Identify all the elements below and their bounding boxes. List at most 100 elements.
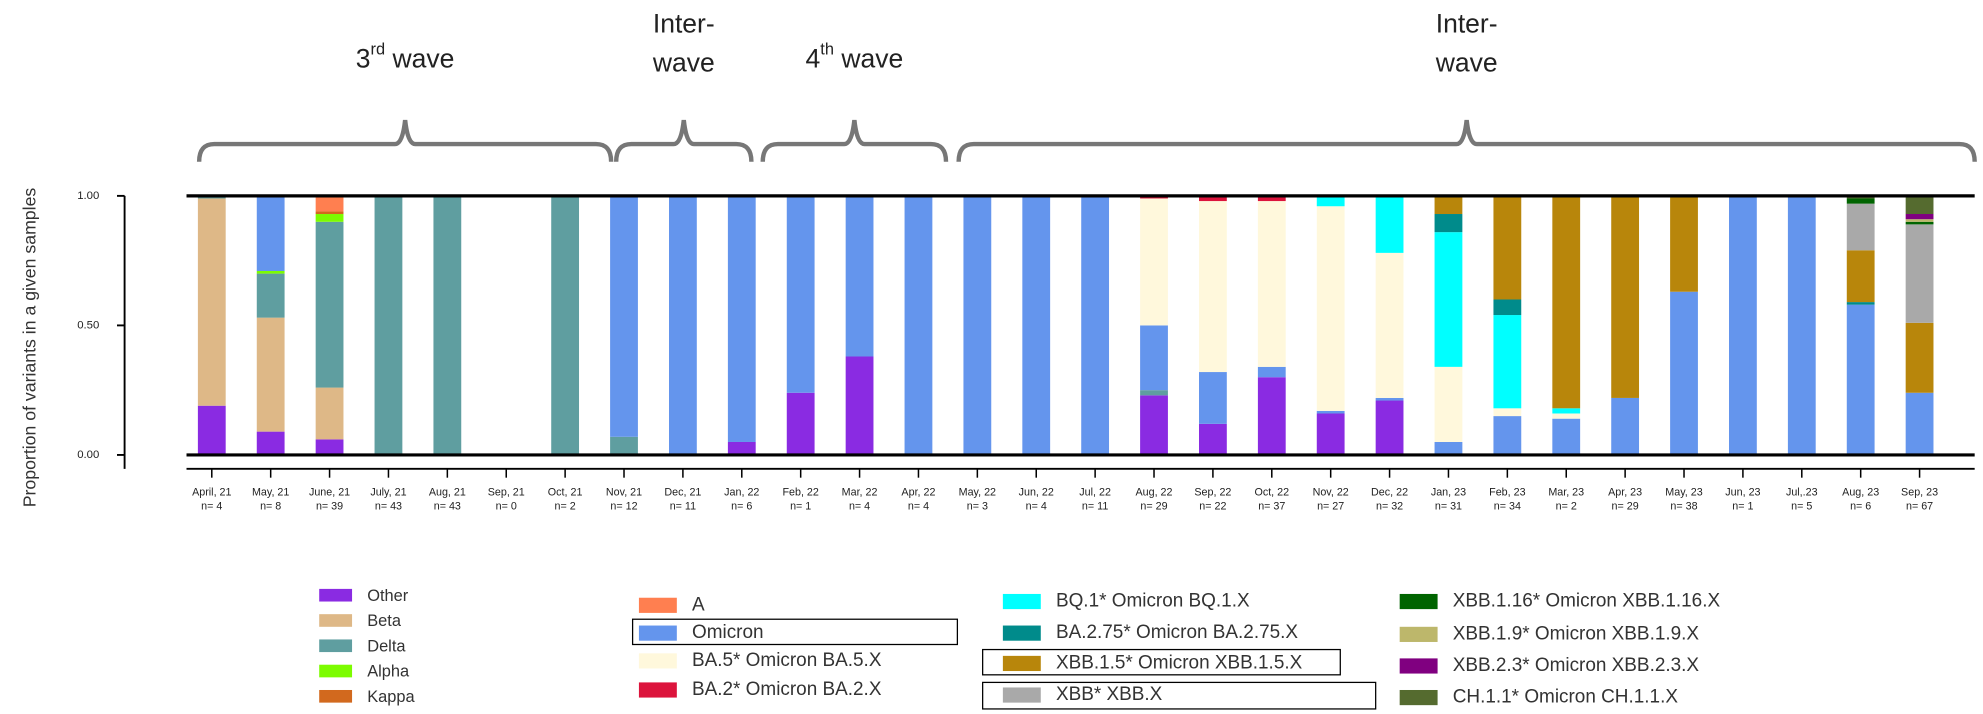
bar-segment <box>1199 195 1227 202</box>
x-tick-label: May, 22 <box>959 487 996 499</box>
y-tick-label: 0.00 <box>77 449 99 461</box>
x-tick-label: April, 21 <box>192 487 231 499</box>
bar-segment <box>1081 195 1110 455</box>
wave-label: 4th wave <box>806 41 904 74</box>
sample-size-label: n= 11 <box>670 501 696 513</box>
bar-segment <box>1257 195 1286 202</box>
sample-size-label: n= 8 <box>260 501 281 513</box>
x-tick-label: Jul,.23 <box>1786 487 1818 499</box>
bar-segment <box>668 195 697 455</box>
legend-highlight-box <box>982 681 1377 710</box>
legend-highlight-box <box>631 618 959 646</box>
legend-swatch <box>1002 625 1041 641</box>
legend-label: Beta <box>367 612 402 630</box>
legend-label: CH.1.1* Omicron CH.1.1.X <box>1453 687 1679 708</box>
bar-segment <box>256 271 285 274</box>
sample-size-label: n= 2 <box>555 501 576 513</box>
bar-segment <box>1434 214 1463 233</box>
bar-segment <box>1316 413 1345 455</box>
bar-segment <box>1670 195 1698 292</box>
bar-segment <box>963 195 992 455</box>
bar-segment <box>1552 413 1581 419</box>
wave-label-base: 3 <box>356 44 371 74</box>
x-tick-label: Mar, 23 <box>1548 487 1584 499</box>
sample-size-label: n= 37 <box>1258 501 1285 513</box>
legend-swatch <box>319 639 353 653</box>
x-tick-label: May, 23 <box>1665 487 1702 499</box>
bar-segment <box>197 405 226 455</box>
x-tick-label: Feb, 23 <box>1489 487 1525 499</box>
bar-segment <box>374 195 403 455</box>
bar-segment <box>1905 221 1934 225</box>
bar-segment <box>1316 410 1345 414</box>
bar-segment <box>1375 252 1404 398</box>
sample-size-label: n= 4 <box>1026 501 1047 513</box>
bar-segment <box>1316 195 1345 207</box>
x-tick-label: Aug, 23 <box>1842 487 1879 499</box>
bar-segment <box>1905 219 1934 222</box>
bar-segment <box>1199 201 1227 373</box>
legend-label: XBB.1.16* Omicron XBB.1.16.X <box>1453 591 1721 612</box>
x-tick-label: Jun, 22 <box>1019 487 1054 499</box>
bar-segment <box>1316 206 1345 411</box>
x-tick-label: Apr, 23 <box>1608 487 1642 499</box>
bar-segment <box>1434 232 1463 367</box>
x-tick-label: July, 21 <box>370 487 406 499</box>
x-tick-label: Sep, 22 <box>1194 487 1231 499</box>
bar-segment <box>1140 390 1168 396</box>
bar-segment <box>1493 299 1522 316</box>
x-tick-label: Aug, 21 <box>429 487 466 499</box>
legend-label: BA.5* Omicron BA.5.X <box>692 650 882 671</box>
legend-swatch <box>1399 689 1438 706</box>
wave-label: Inter- <box>653 8 715 38</box>
sample-size-label: n= 29 <box>1140 501 1167 513</box>
bar-segment <box>315 439 344 455</box>
bar-segment <box>727 441 756 455</box>
bar-segment <box>315 211 344 215</box>
bar-segment <box>1493 408 1522 417</box>
x-tick-label: Jan, 23 <box>1431 487 1466 499</box>
bar-segment <box>315 387 344 440</box>
legend-swatch <box>1002 593 1041 610</box>
wave-label-base: 4 <box>806 44 821 74</box>
bar-segment <box>1257 377 1286 455</box>
bar-segment <box>1375 397 1404 401</box>
bar-segment <box>610 195 638 437</box>
bar-segment <box>1905 214 1934 220</box>
bar-segment <box>315 195 344 212</box>
bar-segment <box>1199 372 1227 424</box>
legend-swatch <box>319 614 353 627</box>
x-tick-label: Jan, 22 <box>724 487 759 499</box>
sample-size-label: n= 1 <box>1732 501 1753 513</box>
wave-bracket <box>196 119 614 162</box>
sample-size-label: n= 43 <box>375 501 402 513</box>
wave-label-rest: wave <box>834 44 903 74</box>
y-axis-label: Proportion of variants in a given sample… <box>20 188 40 508</box>
legend-swatch <box>1399 626 1438 642</box>
sample-size-label: n= 27 <box>1317 501 1344 513</box>
x-tick-label: Dec, 21 <box>664 487 701 499</box>
legend-label: XBB.1.9* Omicron XBB.1.9.X <box>1453 623 1700 644</box>
bar-segment <box>256 273 285 318</box>
bar-segment <box>1140 325 1168 391</box>
legend-swatch <box>638 625 677 641</box>
legend-label: BA.2.75* Omicron BA.2.75.X <box>1056 622 1298 643</box>
wave-label: Inter- <box>1436 8 1498 38</box>
bar-segment <box>1905 322 1934 393</box>
bar-segment <box>1199 423 1227 455</box>
bar-segment <box>433 195 462 455</box>
bar-segment <box>1611 195 1640 398</box>
sample-size-label: n= 4 <box>201 501 222 513</box>
bar-segment <box>1375 195 1404 253</box>
wave-bracket <box>760 119 949 162</box>
legend-label: Kappa <box>367 688 415 706</box>
sample-size-label: n= 3 <box>967 501 988 513</box>
sample-size-label: n= 12 <box>610 501 637 513</box>
sample-size-label: n= 67 <box>1906 501 1933 513</box>
sample-size-label: n= 31 <box>1435 501 1462 513</box>
bar-segment <box>1670 291 1698 455</box>
sample-size-label: n= 4 <box>908 501 929 513</box>
wave-bracket <box>956 119 1977 162</box>
sample-size-label: n= 34 <box>1494 501 1521 513</box>
bar-segment <box>786 195 815 393</box>
